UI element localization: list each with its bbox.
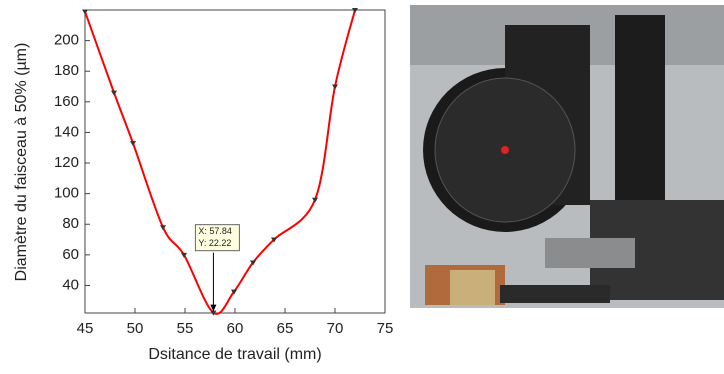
y-tick-label: 160 [54,93,79,110]
marker [231,289,237,295]
x-tick-label: 60 [227,320,244,337]
tip-text: Y: 22.22 [198,238,231,248]
x-tick-label: 50 [127,320,144,337]
marker [82,9,88,15]
x-tick-label: 65 [277,320,294,337]
marker [111,90,117,96]
photo [410,5,724,308]
marker [210,310,217,316]
x-tick-label: 55 [177,320,194,337]
marker [332,84,338,90]
y-tick-label: 60 [62,246,79,263]
marker [312,197,318,203]
tip-text: X: 57.84 [198,226,232,236]
y-tick-label: 120 [54,154,79,171]
marker [130,141,136,147]
y-tick-label: 40 [62,276,79,293]
y-tick-label: 140 [54,123,79,140]
marker [250,260,256,266]
plot-frame [84,9,386,314]
marker [181,252,187,258]
line [84,9,356,315]
tip-box [194,224,240,252]
y-tick-label: 100 [54,185,79,202]
tip-arrowhead [210,304,217,312]
y-tick-label: 180 [54,62,79,79]
y-axis-label: Diamètre du faisceau à 50% (µm) [13,43,30,282]
x-tick-label: 75 [377,320,394,337]
x-tick-label: 70 [327,320,344,337]
y-tick-label: 200 [54,32,79,49]
x-tick-label: 45 [77,320,94,337]
y-tick-label: 80 [62,215,79,232]
marker [271,237,277,243]
x-axis-label: Dsitance de travail (mm) [148,346,321,363]
marker [352,8,358,13]
marker [160,225,166,231]
